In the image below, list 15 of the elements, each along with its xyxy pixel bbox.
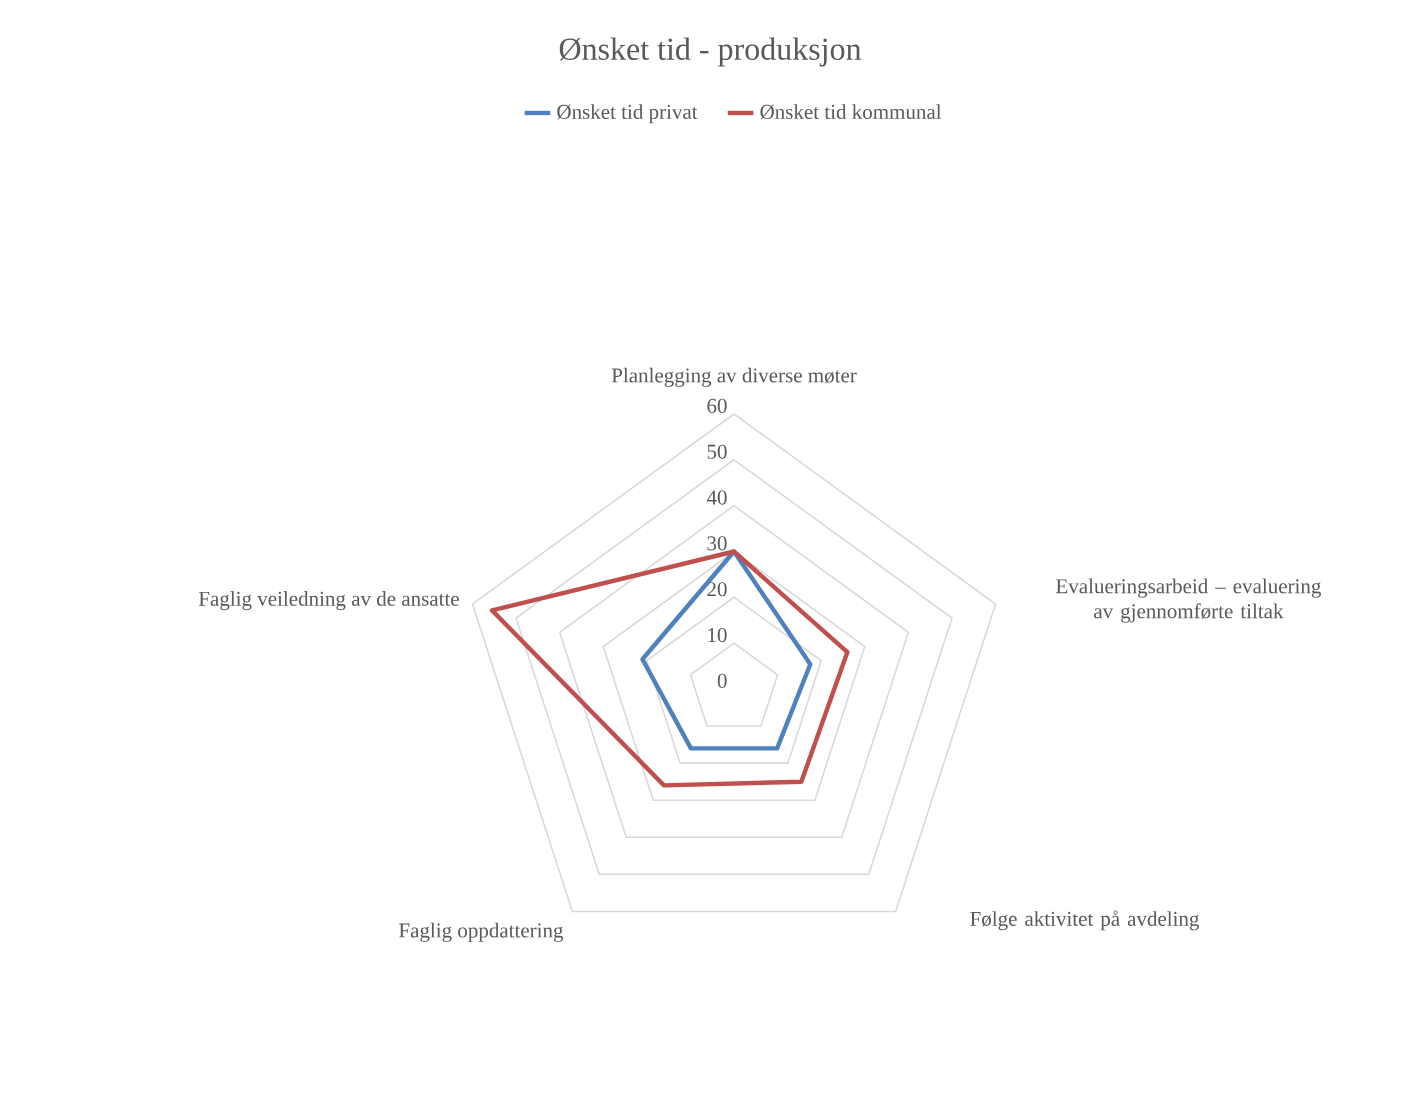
y-tick-label: 50 — [707, 444, 727, 459]
y-tick-label: 30 — [707, 536, 727, 551]
spoke-label: Følge aktivitet på avdeling — [970, 910, 1200, 931]
y-tick-label: 10 — [708, 627, 727, 643]
spoke-label: Faglig oppdattering — [399, 922, 564, 942]
spoke-label: Faglig veiledning av de ansatte — [198, 591, 459, 611]
y-tick-label: 40 — [706, 490, 727, 505]
y-tick-label: 20 — [707, 582, 727, 597]
spoke-label: Planlegging av diverse møter — [611, 367, 857, 387]
y-tick-label: 60 — [707, 398, 727, 413]
y-tick-label: 0 — [717, 673, 727, 688]
legend-label: Ønsket tid kommunal — [760, 104, 942, 120]
spoke-label: Evalueringsarbeid – evaluering av gjennomførte tiltak — [1056, 578, 1321, 623]
chart-title: Ønsket tid - produksjon — [559, 37, 862, 67]
legend-label: Ønsket tid privat — [557, 104, 698, 124]
